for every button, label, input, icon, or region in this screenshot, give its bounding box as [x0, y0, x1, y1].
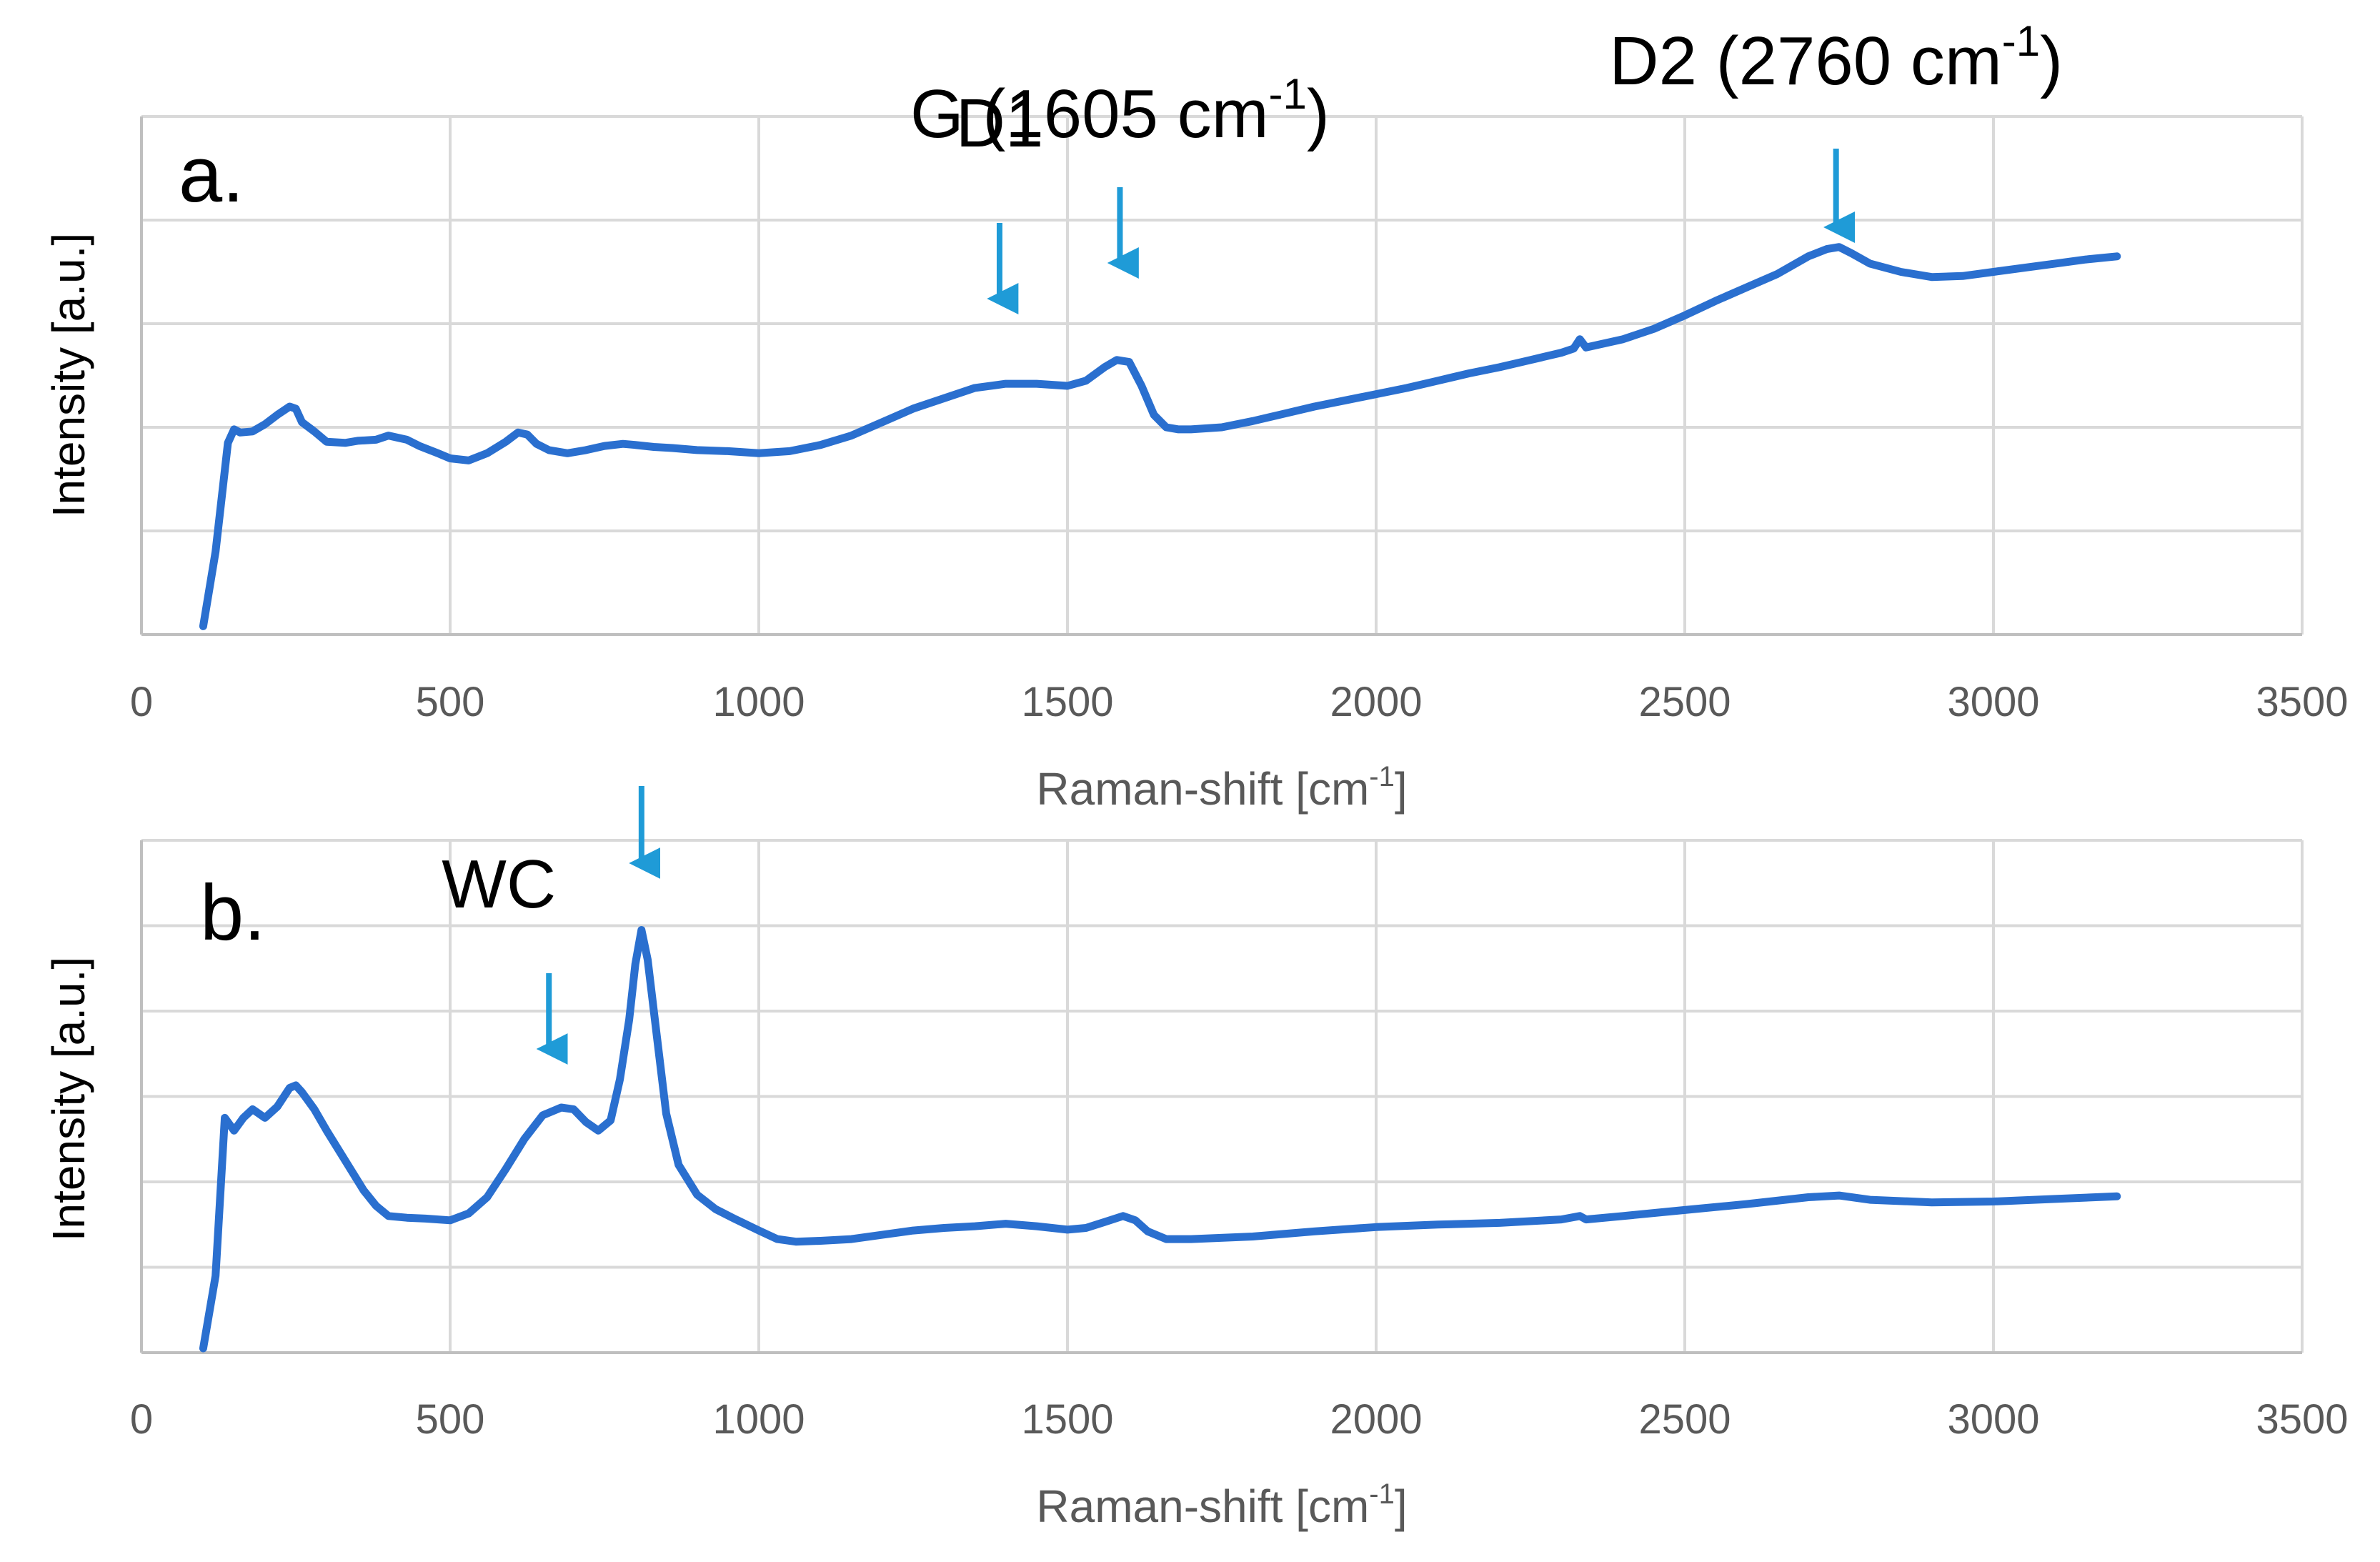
peak-annotation-label: G (1605 cm-1): [910, 70, 1330, 152]
chart-panel-a: 0 500 1000 1500 2000 2500 3000 3500 Raman-shift …: [43, 17, 2349, 815]
y-axis-title: Intensity [a.u.]: [43, 233, 94, 517]
x-tick-label: 2500: [1638, 1396, 1731, 1443]
chart-panel-b: 0 500 1000 1500 2000 2500 3000 3500 Raman-shift …: [43, 786, 2349, 1532]
panel-label: b.: [200, 869, 266, 957]
y-axis-title: Intensity [a.u.]: [43, 957, 94, 1241]
x-axis-title: Raman-shift [cm-1]: [1036, 1478, 1407, 1532]
peak-annotation-label: D2 (2760 cm-1): [1609, 17, 2063, 99]
x-tick-label: 1500: [1021, 679, 1113, 725]
panel-label: a.: [179, 131, 244, 219]
x-tick-label: 2500: [1638, 679, 1731, 725]
peak-annotation-label: D1: [956, 85, 1044, 161]
x-tick-label: 1000: [712, 679, 805, 725]
x-tick-label: 2000: [1330, 679, 1422, 725]
x-tick-label: 0: [130, 679, 153, 725]
x-tick-label: 3000: [1947, 1396, 2039, 1443]
x-tick-label: 500: [416, 1396, 485, 1443]
x-tick-label: 3500: [2256, 679, 2348, 725]
x-tick-label: 3000: [1947, 679, 2039, 725]
series-line-b: [199, 926, 2121, 1353]
x-axis-title: Raman-shift [cm-1]: [1036, 761, 1407, 815]
x-tick-label: 1000: [712, 1396, 805, 1443]
peak-annotation-label: WC: [442, 846, 556, 922]
x-tick-label: 3500: [2256, 1396, 2348, 1443]
x-tick-label: 2000: [1330, 1396, 1422, 1443]
x-tick-label: 0: [130, 1396, 153, 1443]
series-line-a: [199, 243, 2121, 630]
x-tick-label: 1500: [1021, 1396, 1113, 1443]
x-tick-label: 500: [416, 679, 485, 725]
